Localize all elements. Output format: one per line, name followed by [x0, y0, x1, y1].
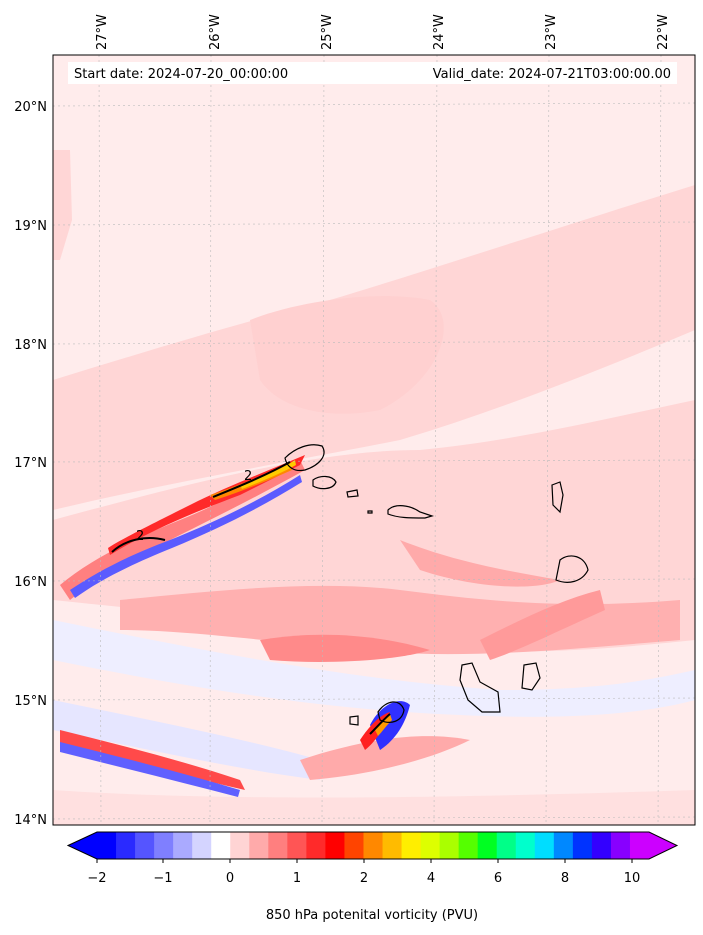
- colorbar-swatch: [420, 832, 441, 859]
- colorbar-swatch: [458, 832, 479, 859]
- colorbar-swatch: [173, 832, 193, 859]
- lat-label: 16°N: [14, 575, 47, 590]
- colorbar-swatch: [116, 832, 136, 859]
- lat-label: 20°N: [14, 100, 47, 115]
- map-frame: [52, 54, 696, 826]
- lat-label: 18°N: [14, 338, 47, 353]
- lon-label: 25°W: [320, 14, 335, 50]
- colorbar-tick-label: 10: [624, 871, 641, 886]
- colorbar-swatch: [572, 832, 593, 859]
- pv-contour-2: [111, 461, 391, 735]
- colorbar-swatch: [325, 832, 345, 859]
- colorbar-tick-label: 0: [226, 871, 234, 886]
- colorbar-swatch: [477, 832, 498, 859]
- colorbar-swatch: [363, 832, 384, 859]
- lat-label: 15°N: [14, 694, 47, 709]
- colorbar-tick-label: 8: [561, 871, 569, 886]
- colorbar-swatch: [344, 832, 364, 859]
- pv-field: 2 2: [53, 55, 695, 825]
- colorbar-swatch: [249, 832, 269, 859]
- colorbar-swatch: [154, 832, 174, 859]
- colorbar-swatch: [287, 832, 307, 859]
- island-coastlines: [284, 444, 589, 726]
- colorbar-tick-label: −2: [87, 871, 106, 886]
- colorbar-swatch: [192, 832, 212, 859]
- colorbar-tick-label: −1: [153, 871, 172, 886]
- colorbar-swatch: [610, 832, 631, 859]
- colorbar-swatch: [515, 832, 536, 859]
- colorbar-swatch: [211, 832, 231, 859]
- colorbar-tick-label: 4: [427, 871, 435, 886]
- lon-label: 27°W: [95, 14, 110, 50]
- valid-date-label: Valid_date: 2024-07-21T03:00:00.00: [433, 67, 671, 82]
- colorbar-extend-max: [649, 832, 677, 859]
- colorbar-swatch: [135, 832, 155, 859]
- colorbar-swatch: [268, 832, 288, 859]
- colorbar-swatch: [496, 832, 517, 859]
- colorbar-extend-min: [68, 832, 97, 859]
- colorbar-swatch: [553, 832, 574, 859]
- lon-label: 22°W: [656, 14, 671, 50]
- longitude-labels: 27°W 26°W 25°W 24°W 23°W 22°W: [95, 14, 671, 50]
- colorbar-tick-label: 2: [360, 871, 368, 886]
- colorbar-swatch: [534, 832, 555, 859]
- colorbar-swatch: [629, 832, 650, 859]
- colorbar-swatch: [401, 832, 422, 859]
- latitude-labels: 20°N 19°N 18°N 17°N 16°N 15°N 14°N: [14, 100, 47, 828]
- colorbar-swatch: [306, 832, 326, 859]
- lon-label: 23°W: [544, 14, 559, 50]
- lat-label: 14°N: [14, 813, 47, 828]
- colorbar-tick-label: 6: [494, 871, 502, 886]
- colorbar: [66, 831, 679, 863]
- colorbar-tick-label: 1: [293, 871, 301, 886]
- contour-label: 2: [244, 469, 252, 484]
- colorbar-swatch: [591, 832, 612, 859]
- colorbar-swatch: [439, 832, 460, 859]
- colorbar-swatch: [230, 832, 250, 859]
- date-info-box: [68, 62, 677, 84]
- colorbar-tick-labels: −2 −1 0 1 2 4 6 8 10 14: [87, 871, 640, 886]
- lon-label: 24°W: [432, 14, 447, 50]
- lat-label: 17°N: [14, 456, 47, 471]
- colorbar-title: 850 hPa potenital vorticity (PVU): [266, 908, 478, 923]
- colorbar-swatch: [97, 832, 117, 859]
- start-date-label: Start date: 2024-07-20_00:00:00: [74, 67, 288, 82]
- contour-label: 2: [136, 529, 144, 544]
- colorbar-swatch: [382, 832, 403, 859]
- lat-label: 19°N: [14, 219, 47, 234]
- lon-label: 26°W: [208, 14, 223, 50]
